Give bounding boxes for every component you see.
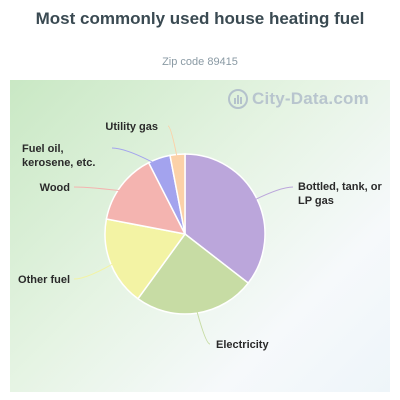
pie-slice-utility-gas xyxy=(169,153,186,235)
slice-label-utility-gas: Utility gas xyxy=(105,121,158,133)
chart-title: Most commonly used house heating fuel xyxy=(35,9,365,28)
slice-label-other-fuel: Other fuel xyxy=(18,274,70,286)
leader-line-other-fuel xyxy=(73,259,120,280)
leader-line-fuel-oil-kerosene-etc xyxy=(111,147,163,168)
watermark-text: City-Data.com xyxy=(252,89,369,108)
watermark: City-Data.com xyxy=(228,89,369,109)
slice-label-bottled-tank-or-lp-gas: Bottled, tank, or LP gas xyxy=(298,181,382,207)
slice-label-fuel-oil-kerosene-etc: Fuel oil, kerosene, etc. xyxy=(22,143,95,169)
slice-label-wood: Wood xyxy=(40,182,70,194)
pie-slice-electricity xyxy=(136,232,250,315)
leader-line-electricity xyxy=(194,303,211,345)
leader-line-utility-gas xyxy=(167,125,179,165)
pie-slice-other-fuel xyxy=(104,218,187,300)
pie-slice-wood xyxy=(105,161,187,236)
city-data-logo-icon xyxy=(228,89,248,109)
leader-line-bottled-tank-or-lp-gas xyxy=(247,186,294,204)
leader-line-wood xyxy=(73,186,129,193)
chart-subtitle: Zip code 89415 xyxy=(162,56,238,68)
slice-label-electricity: Electricity xyxy=(216,339,269,351)
